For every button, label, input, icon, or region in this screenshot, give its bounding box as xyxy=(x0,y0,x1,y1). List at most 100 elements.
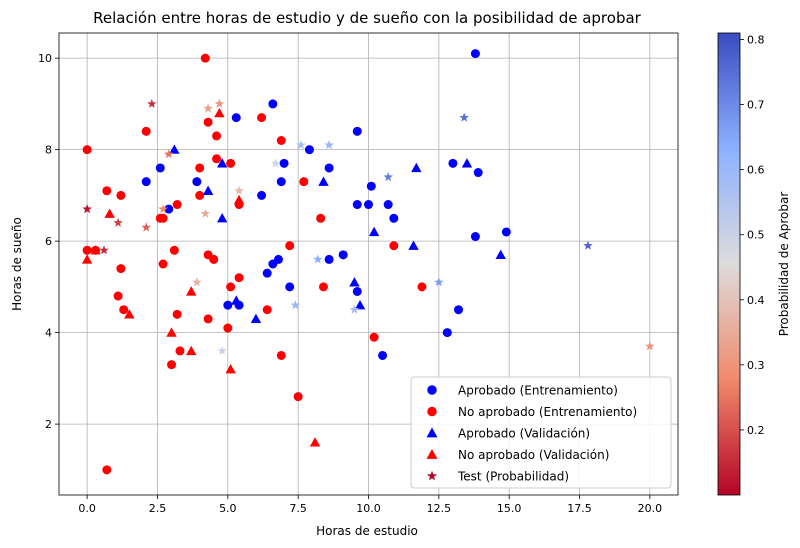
data-point xyxy=(442,328,452,338)
data-point xyxy=(99,245,109,255)
x-tick-label: 17.5 xyxy=(567,502,592,515)
data-point xyxy=(116,264,126,274)
legend-marker xyxy=(426,449,438,459)
data-point xyxy=(352,126,362,136)
data-point xyxy=(257,113,267,123)
data-point xyxy=(169,144,180,154)
legend-entry: Aprobado (Entrenamiento) xyxy=(458,384,618,398)
data-point xyxy=(82,245,92,255)
data-point xyxy=(166,327,177,337)
data-point xyxy=(389,213,399,223)
data-point xyxy=(364,200,373,210)
colorbar-tick-label: 0.2 xyxy=(747,424,765,437)
data-point xyxy=(225,364,236,374)
data-point xyxy=(309,437,321,447)
data-point xyxy=(233,194,245,205)
colorbar-tick-label: 0.8 xyxy=(747,34,765,47)
data-point xyxy=(276,135,286,145)
data-point xyxy=(141,222,151,232)
data-point xyxy=(470,49,480,59)
data-point xyxy=(285,282,295,292)
data-point xyxy=(378,350,388,360)
data-point xyxy=(113,291,123,301)
data-point xyxy=(216,158,228,168)
data-point xyxy=(172,309,182,319)
data-point xyxy=(158,213,168,223)
data-point xyxy=(200,208,211,218)
data-point xyxy=(234,185,244,195)
data-point xyxy=(172,200,182,210)
data-point xyxy=(417,282,427,292)
x-axis-ticks: 0.0 2.5 5.0 7.5 10.0 12.5 15.0 17.5 20.0 xyxy=(78,495,662,515)
data-point xyxy=(147,98,157,108)
data-point xyxy=(195,190,205,200)
data-point xyxy=(383,172,393,182)
data-point xyxy=(270,158,281,168)
data-point xyxy=(195,163,205,173)
data-point xyxy=(203,314,213,324)
data-points xyxy=(81,49,655,475)
data-point xyxy=(383,200,393,210)
data-point xyxy=(186,286,197,296)
data-point xyxy=(299,177,309,187)
data-point xyxy=(354,299,366,310)
grid-lines xyxy=(59,33,678,495)
data-point xyxy=(501,227,511,237)
y-tick-label: 8 xyxy=(45,144,52,157)
x-tick-label: 5.0 xyxy=(219,502,237,515)
data-point xyxy=(164,149,174,159)
chart-title: Relación entre horas de estudio y de sue… xyxy=(93,9,642,27)
data-point xyxy=(408,240,419,250)
data-point xyxy=(169,245,179,255)
data-point xyxy=(202,185,214,195)
data-point xyxy=(304,145,314,155)
data-point xyxy=(454,305,464,315)
legend-box xyxy=(410,376,672,489)
data-point xyxy=(262,305,272,315)
legend-entry: No aprobado (Validación) xyxy=(458,448,609,462)
data-point xyxy=(279,158,289,168)
x-axis-label: Horas de estudio xyxy=(316,524,418,538)
data-point xyxy=(104,208,115,218)
colorbar-tick-label: 0.3 xyxy=(747,359,765,372)
data-point xyxy=(285,241,295,251)
data-point xyxy=(473,168,483,178)
data-point xyxy=(102,465,112,475)
data-point xyxy=(82,204,92,214)
data-point xyxy=(316,213,326,223)
data-point xyxy=(324,163,334,173)
y-tick-label: 6 xyxy=(45,235,52,248)
data-point xyxy=(389,241,399,251)
data-point xyxy=(116,190,126,200)
x-tick-label: 7.5 xyxy=(289,502,307,515)
data-point xyxy=(200,53,210,63)
data-point xyxy=(231,295,242,305)
x-tick-label: 15.0 xyxy=(497,502,522,515)
y-tick-label: 4 xyxy=(45,327,52,340)
legend-entry: No aprobado (Entrenamiento) xyxy=(458,405,637,419)
data-point xyxy=(119,305,129,315)
data-point xyxy=(82,145,92,155)
data-point xyxy=(203,103,213,113)
y-tick-label: 2 xyxy=(45,418,52,431)
x-tick-label: 20.0 xyxy=(638,502,663,515)
data-point xyxy=(158,204,168,214)
data-point xyxy=(212,154,222,164)
data-point xyxy=(369,332,379,342)
legend-marker xyxy=(427,406,437,417)
data-point xyxy=(470,232,480,242)
colorbar-ticks: 0.2 0.3 0.4 0.5 0.6 0.7 0.8 xyxy=(740,34,765,437)
colorbar-tick-label: 0.5 xyxy=(747,229,765,242)
data-point xyxy=(250,313,262,324)
data-point xyxy=(257,190,267,200)
colorbar-tick-label: 0.6 xyxy=(747,164,765,177)
data-point xyxy=(434,277,444,287)
y-tick-label: 10 xyxy=(38,52,52,65)
data-point xyxy=(203,117,213,127)
data-point xyxy=(231,113,241,123)
data-point xyxy=(223,300,233,310)
legend-marker xyxy=(427,470,437,481)
data-point xyxy=(175,346,185,356)
data-point xyxy=(155,163,165,173)
